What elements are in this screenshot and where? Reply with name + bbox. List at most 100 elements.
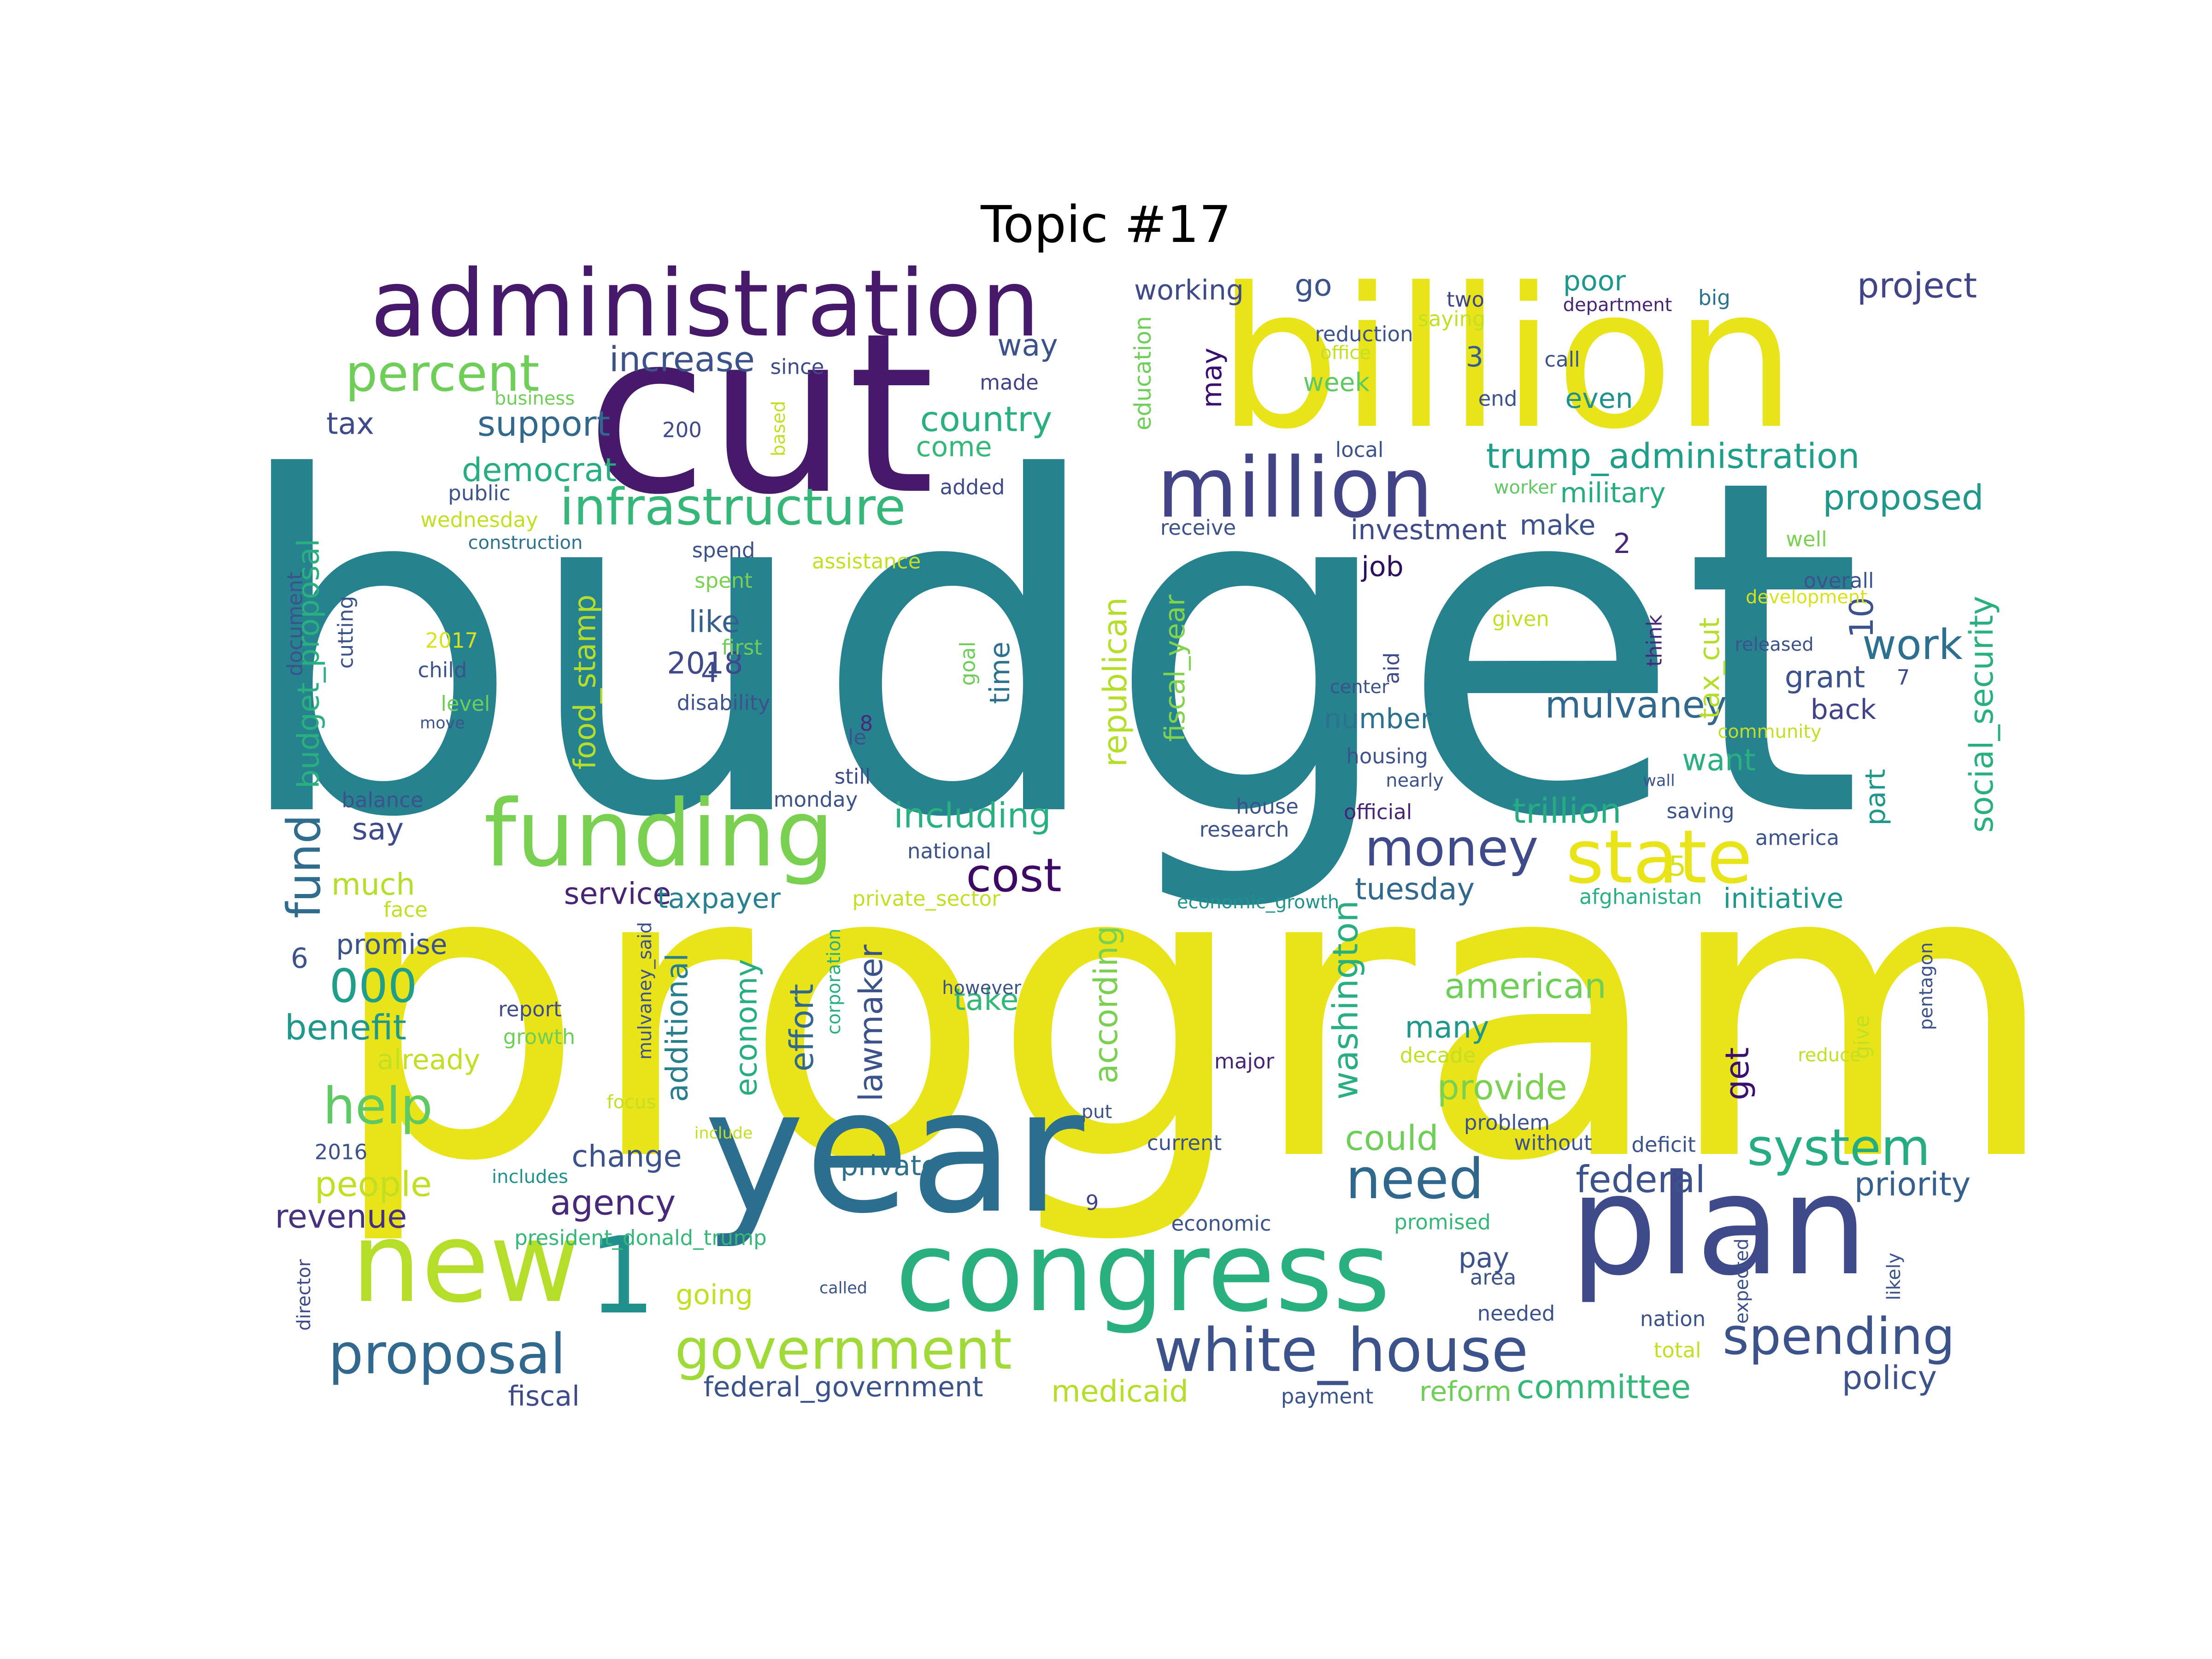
word-monday: monday — [773, 787, 858, 812]
word-education: education — [1130, 316, 1156, 431]
word-current: current — [1147, 1130, 1222, 1155]
word-move: move — [420, 714, 465, 733]
word-community: community — [1718, 721, 1822, 742]
word-le: le — [847, 725, 867, 750]
word-billion: billion — [1217, 247, 1797, 472]
word-include: include — [694, 1124, 753, 1143]
word-proposed: proposed — [1823, 477, 1984, 518]
word-reduce: reduce — [1798, 1045, 1861, 1066]
word-afghanistan: afghanistan — [1579, 884, 1702, 909]
word-000: 000 — [329, 959, 418, 1013]
word-military: military — [1560, 477, 1666, 509]
word-way: way — [997, 328, 1058, 363]
word-official: official — [1343, 800, 1412, 824]
word-washington: washington — [1325, 900, 1366, 1100]
word-number: number — [1324, 703, 1432, 735]
word-year: year — [704, 1053, 1084, 1251]
word-likely: likely — [1883, 1253, 1905, 1300]
word-revenue: revenue — [275, 1198, 407, 1235]
word-assistance: assistance — [812, 549, 921, 574]
word-take: take — [953, 982, 1019, 1018]
word-funding: funding — [483, 780, 835, 888]
word-6: 6 — [290, 942, 309, 975]
word-cutting: cutting — [333, 595, 358, 669]
word-center: center — [1330, 677, 1389, 698]
word-help: help — [323, 1077, 433, 1135]
word-economy: economy — [729, 959, 764, 1097]
word-housing: housing — [1346, 744, 1428, 769]
word-promise: promise — [336, 929, 447, 961]
word-according: according — [1087, 925, 1125, 1084]
word-since: since — [770, 354, 824, 379]
word-4: 4 — [700, 657, 719, 689]
word-program: program — [328, 777, 2059, 1250]
word-spending: spending — [1722, 1307, 1955, 1366]
word-initiative: initiative — [1723, 882, 1844, 915]
word-3: 3 — [1465, 341, 1484, 373]
word-1: 1 — [588, 1215, 656, 1338]
word-go: go — [1294, 268, 1332, 303]
word-promised: promised — [1394, 1210, 1491, 1235]
word-provide: provide — [1437, 1067, 1567, 1108]
word-director: director — [294, 1259, 315, 1331]
word-medicaid: medicaid — [1051, 1374, 1188, 1409]
word-called: called — [819, 1279, 867, 1298]
word-america: america — [1755, 825, 1840, 850]
word-tax-cut: tax_cut — [1694, 617, 1726, 719]
word-percent: percent — [345, 344, 540, 403]
word-social-security: social_security — [1963, 595, 2000, 833]
word-cut: cut — [586, 286, 935, 543]
word-nation: nation — [1640, 1306, 1706, 1331]
word-8: 8 — [859, 711, 873, 736]
word-democrat: democrat — [461, 451, 617, 489]
word-make: make — [1519, 509, 1596, 541]
word-mulvaney: mulvaney — [1545, 683, 1727, 726]
word-balance: balance — [341, 788, 424, 812]
word-grant: grant — [1784, 660, 1865, 695]
word-come: come — [916, 431, 992, 463]
word-could: could — [1345, 1118, 1439, 1159]
word-state: state — [1565, 814, 1753, 900]
word-think: think — [1642, 614, 1667, 667]
word-going: going — [676, 1279, 753, 1311]
word-benefit: benefit — [284, 1007, 407, 1048]
word-call: call — [1544, 347, 1580, 372]
word-government: government — [675, 1318, 1012, 1382]
word-private: private — [840, 1150, 939, 1182]
word-development: development — [1746, 587, 1867, 608]
word-may: may — [1196, 347, 1228, 408]
word-congress: congress — [895, 1207, 1391, 1336]
word-mulvaney-said: mulvaney_said — [635, 922, 656, 1060]
word-effort: effort — [783, 983, 821, 1072]
word-5: 5 — [1668, 850, 1687, 882]
word-saving: saving — [1666, 799, 1735, 824]
word-infrastructure: infrastructure — [559, 477, 906, 536]
word-disability: disability — [677, 690, 771, 715]
word-priority: priority — [1854, 1165, 1971, 1203]
word-service: service — [564, 877, 671, 912]
word-much: much — [331, 867, 415, 902]
word-corporation: corporation — [824, 928, 845, 1035]
word-agency: agency — [550, 1182, 676, 1223]
word-poor: poor — [1563, 265, 1626, 297]
word-still: still — [834, 764, 871, 789]
word-decade: decade — [1400, 1043, 1476, 1068]
word-first: first — [722, 635, 762, 660]
word-reduction: reduction — [1315, 322, 1413, 347]
word-area: area — [1470, 1265, 1517, 1290]
word-9: 9 — [1085, 1190, 1099, 1215]
word-money: money — [1365, 818, 1539, 877]
word-administration: administration — [370, 250, 1040, 358]
word-including: including — [894, 795, 1051, 836]
word-wall: wall — [1643, 771, 1675, 790]
word-economic-growth: economic_growth — [1177, 892, 1340, 913]
word-pay: pay — [1458, 1242, 1510, 1274]
word-saying: saying — [1418, 306, 1486, 331]
word-growth: growth — [503, 1024, 576, 1049]
word-private-sector: private_sector — [852, 886, 1000, 911]
word-economic: economic — [1171, 1211, 1271, 1236]
word-public: public — [448, 481, 511, 506]
word-plan: plan — [1570, 1145, 1868, 1306]
word-republican: republican — [1096, 597, 1134, 767]
word-local: local — [1335, 437, 1384, 462]
